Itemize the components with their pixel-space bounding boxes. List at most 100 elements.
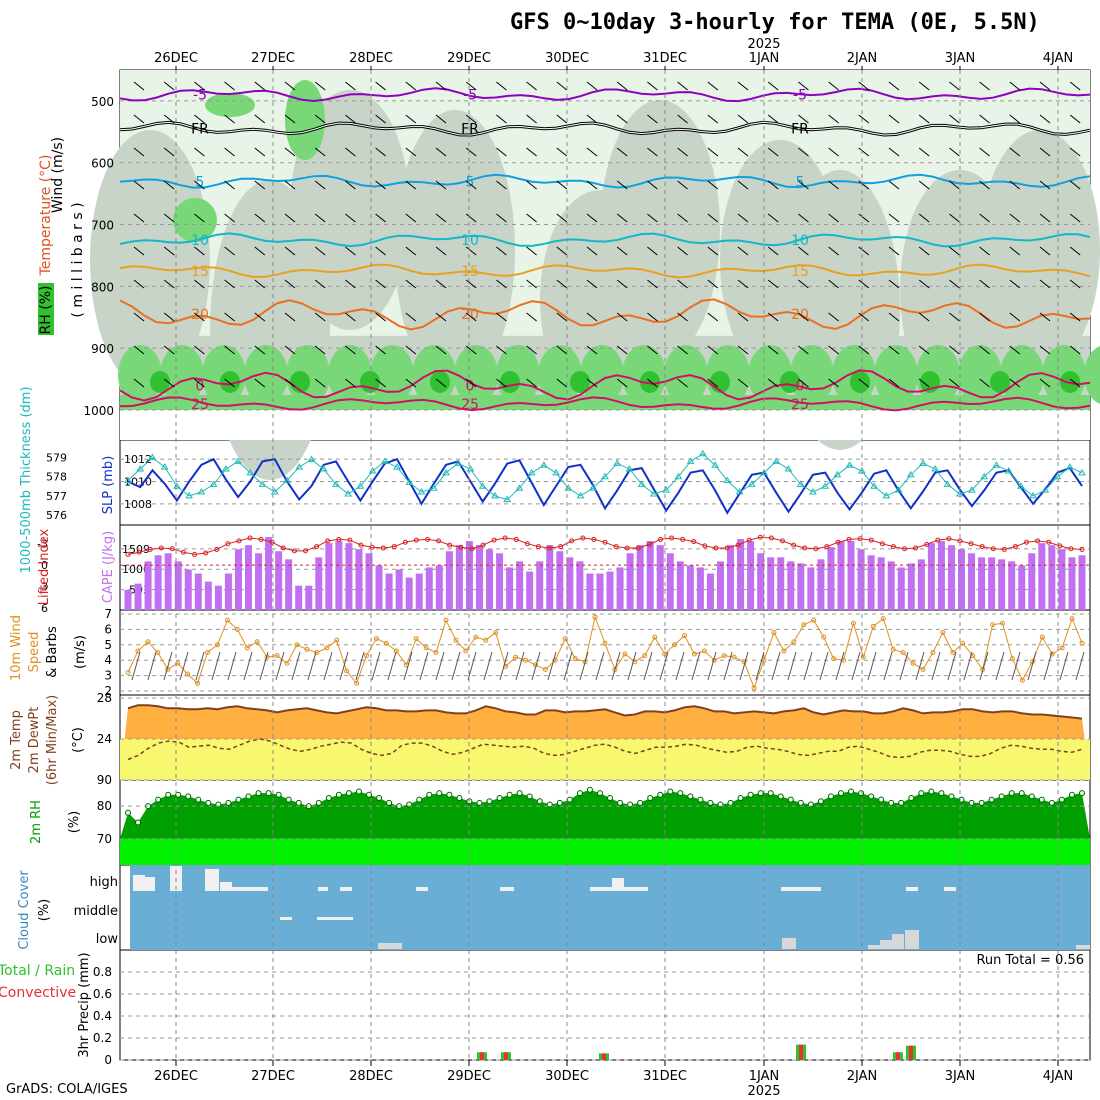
label-convective: Convective: [0, 985, 76, 1001]
lifted-point: [890, 544, 896, 550]
cape-bar: [747, 541, 755, 610]
cape-bar: [957, 549, 965, 610]
thickness-point: [650, 489, 658, 497]
cape-bar: [636, 545, 644, 610]
lifted-tick: 3: [41, 581, 48, 594]
rh2m-point: [868, 793, 875, 800]
cape-bar: [767, 557, 775, 610]
wind-barb: [1039, 81, 1051, 91]
rh2m-point: [637, 799, 644, 806]
wind-barb: [1009, 345, 1021, 355]
thickness-point: [429, 484, 438, 491]
wind-barb: [314, 345, 326, 355]
lifted-point: [646, 541, 652, 547]
wind-speed-point: [870, 623, 876, 629]
thickness-point: [882, 491, 891, 499]
wind-speed-point: [771, 629, 777, 635]
wind-barb: [888, 312, 900, 322]
dewpt-line: [127, 738, 1083, 761]
wind-barb-10m: [403, 651, 413, 681]
lifted-point: [1024, 539, 1030, 545]
thickness-point: [760, 468, 768, 476]
wind-barb: [1039, 213, 1051, 223]
wind-barb-10m: [243, 651, 253, 681]
wind-speed-point: [542, 666, 548, 672]
cloud-high-bar: [500, 887, 514, 891]
cape-bar: [536, 561, 544, 610]
lifted-point: [591, 536, 597, 542]
wind-speed-point: [940, 629, 946, 635]
wind-barb: [828, 345, 839, 355]
wind-barb: [254, 213, 266, 223]
wind-barb: [737, 213, 749, 223]
thickness-point: [234, 457, 242, 464]
rh2m-tick: 70: [97, 832, 112, 846]
wind-barb: [949, 81, 960, 91]
rh2m-point: [1079, 790, 1085, 797]
lifted-point: [779, 538, 785, 544]
wind-barb-10m: [179, 651, 189, 681]
wind-barb-10m: [995, 651, 1005, 681]
thickness-point: [980, 472, 989, 480]
thickness-point: [772, 457, 781, 464]
wind-barb: [828, 279, 839, 289]
wind-barb: [133, 180, 145, 190]
wind-barb: [1009, 213, 1021, 223]
thickness-point: [405, 478, 414, 485]
wind-speed-point: [850, 620, 856, 626]
wind-barb: [888, 147, 900, 157]
wind-barb: [405, 114, 417, 124]
wind-barb: [556, 147, 568, 157]
cape-bar: [1058, 549, 1066, 610]
lifted-point: [746, 537, 752, 543]
rh2m-point: [657, 791, 664, 798]
wind-barb: [586, 180, 598, 190]
label-wind-units: (m/s): [73, 635, 88, 669]
lifted-point: [413, 537, 419, 543]
thickness-point: [283, 476, 291, 484]
wind-barb: [435, 312, 447, 322]
wind-barb: [1069, 147, 1081, 157]
lifted-point: [835, 539, 841, 545]
lifted-point: [1068, 546, 1074, 552]
wind-barb: [798, 213, 809, 223]
top-date-label: 2JAN: [847, 51, 878, 66]
wind-speed-point: [672, 642, 678, 648]
wind-barb: [949, 378, 960, 388]
wind-barb-10m: [867, 651, 877, 681]
wind-barb-10m: [579, 651, 589, 681]
cloud-high-bar: [906, 887, 918, 891]
wind-speed-point: [1049, 651, 1055, 657]
lifted-point: [247, 535, 253, 541]
thickness-point: [295, 463, 304, 470]
chart-title: GFS 0~10day 3-hourly for TEMA (0E, 5.5N): [510, 10, 1040, 35]
cloud-low-bar: [868, 945, 880, 949]
wind-barb: [254, 180, 266, 190]
wind-speed-point: [831, 656, 837, 662]
cape-bar: [887, 561, 895, 610]
bottom-date-label: 31DEC: [643, 1069, 687, 1084]
wind-speed-point: [791, 639, 797, 645]
lifted-point: [624, 545, 630, 551]
rh2m-point: [416, 796, 423, 803]
rh2m-point: [596, 790, 603, 797]
wind-barb: [737, 279, 749, 289]
bottom-date-label: 28DEC: [349, 1069, 393, 1084]
wind-barb-10m: [739, 651, 749, 681]
cape-bar: [214, 585, 222, 610]
rh2m-point: [817, 798, 824, 805]
cape-bar: [1078, 555, 1086, 610]
wind-barb: [375, 213, 386, 223]
rh2m-dark-area: [120, 789, 1090, 839]
panel-frame: [119, 949, 1091, 1061]
wind-barb: [1009, 312, 1021, 322]
wind-barb: [345, 345, 356, 355]
rh2m-point: [556, 799, 563, 806]
top-date-label: 27DEC: [251, 51, 295, 66]
lifted-point: [768, 535, 774, 541]
label-rh: RH (%): [38, 286, 54, 335]
isotherm-label-0: 0: [466, 378, 475, 394]
cloud-high-bar: [205, 869, 219, 891]
rh2m-point: [295, 799, 302, 806]
wind-speed-point: [294, 642, 300, 648]
